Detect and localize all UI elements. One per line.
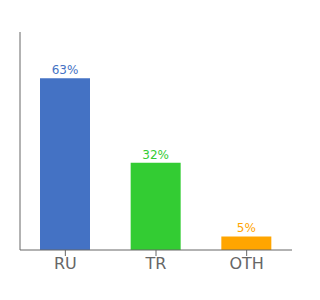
- svg-text:TR: TR: [145, 254, 167, 273]
- svg-text:5%: 5%: [237, 221, 256, 235]
- svg-text:63%: 63%: [52, 63, 79, 77]
- svg-text:32%: 32%: [142, 148, 169, 162]
- svg-text:RU: RU: [54, 254, 77, 273]
- svg-text:OTH: OTH: [229, 254, 263, 273]
